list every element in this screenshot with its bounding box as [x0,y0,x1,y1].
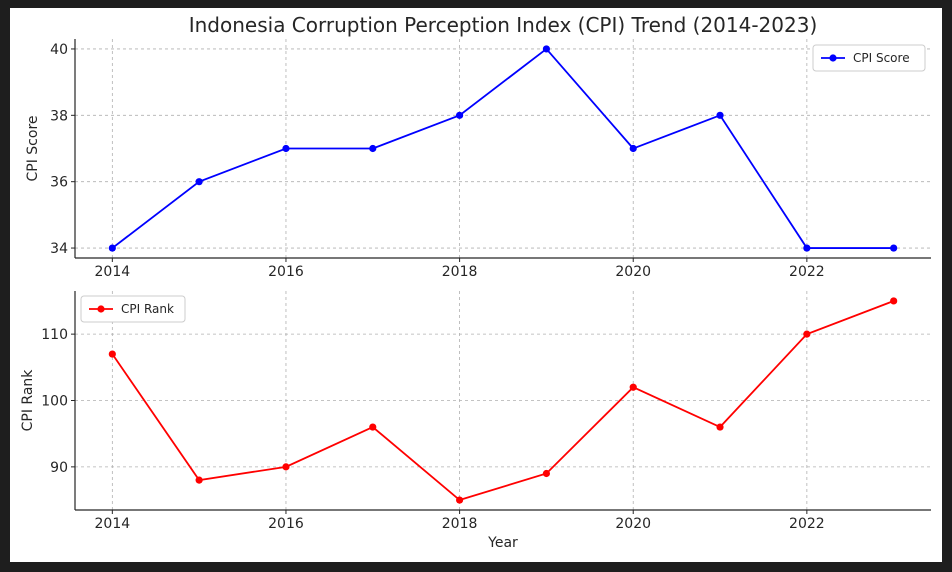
series-line [111,300,894,502]
legend-marker [829,54,837,62]
data-point [369,144,377,153]
subplot-2: 2014 2016 2018 2020 2022 90 100 110 CPI Rank Year… [20,291,931,551]
data-point [629,144,637,153]
x-tick-label: 2018 [442,516,478,532]
x-tick-label: 2020 [615,516,651,532]
data-point [455,496,464,504]
y-axis-label: CPI Rank [20,369,36,432]
y-tick-label: 38 [50,108,68,124]
x-tick-label: 2022 [789,264,825,280]
y-tick-label: 90 [50,460,68,476]
y-tick-label: 100 [41,394,68,410]
legend: CPI Score [812,44,926,72]
legend-box [80,295,186,323]
chart-figure: Indonesia Corruption Perception Index (C… [10,8,942,562]
chart-svg: Indonesia Corruption Perception Index (C… [20,13,931,551]
data-point [890,297,898,305]
x-tick-label: 2020 [615,264,651,280]
x-tick-label: 2014 [95,516,131,532]
y-tick-label: 36 [50,175,68,191]
data-point [716,423,724,431]
legend-label: CPI Rank [121,302,174,316]
data-point [108,244,116,252]
x-tick-label: 2016 [268,516,304,532]
chart-title: Indonesia Corruption Perception Index (C… [189,13,818,37]
data-point [282,144,290,153]
data-point [542,469,551,478]
x-axis-label: Year [487,535,518,551]
data-point [195,476,203,484]
y-tick-label: 34 [50,241,68,257]
data-point [890,244,898,252]
legend-box [812,44,926,72]
x-tick-label: 2022 [789,516,825,532]
data-point [803,330,811,338]
series-line [111,47,894,249]
subplot-1: 2014 2016 2018 2020 2022 34 36 38 40 CPI Score CPI… [25,39,931,280]
y-tick-label: 110 [41,327,68,343]
legend-label: CPI Score [853,51,910,65]
legend-marker [97,305,105,313]
data-point [629,383,637,391]
y-axis-label: CPI Score [25,115,41,181]
data-point [282,463,290,471]
data-point [369,423,377,431]
data-point [108,350,116,358]
data-point [195,178,203,186]
x-tick-label: 2016 [268,264,304,280]
data-point [803,244,811,252]
x-tick-label: 2014 [95,264,131,280]
x-tick-label: 2018 [442,264,478,280]
data-point [542,45,551,53]
legend: CPI Rank [80,295,186,323]
data-point [455,111,464,119]
data-point [716,111,724,119]
y-tick-label: 40 [50,42,68,58]
